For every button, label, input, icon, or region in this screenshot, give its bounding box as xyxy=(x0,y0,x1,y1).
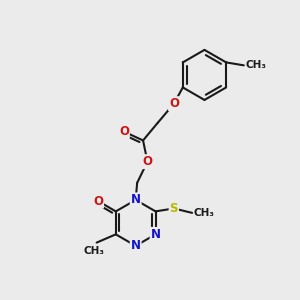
Text: O: O xyxy=(93,195,103,208)
Text: S: S xyxy=(169,202,178,215)
Text: O: O xyxy=(119,125,129,138)
Text: CH₃: CH₃ xyxy=(84,245,105,256)
Text: O: O xyxy=(142,155,152,168)
Text: O: O xyxy=(169,97,179,110)
Text: N: N xyxy=(131,239,141,252)
Text: CH₃: CH₃ xyxy=(194,208,214,218)
Text: N: N xyxy=(151,228,160,241)
Text: N: N xyxy=(131,194,141,206)
Text: CH₃: CH₃ xyxy=(245,60,266,70)
